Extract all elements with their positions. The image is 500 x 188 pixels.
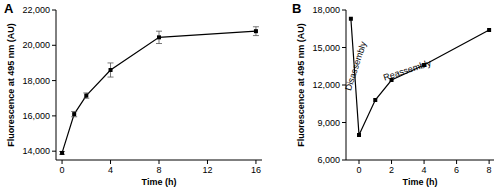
y-tick [52,115,56,116]
data-point [357,133,361,137]
x-tick-label: 16 [251,165,261,175]
data-point [157,35,161,39]
y-tick-label: 18,000 [312,5,340,15]
x-tick-label: 2 [389,165,394,175]
figure: A 14,000 16,000 18,000 20,000 22,000 0 4 8 12 16 Ti… [0,0,500,188]
x-axis-line [346,160,494,161]
x-axis-title: Time (h) [403,177,438,187]
x-tick [110,160,111,164]
y-tick-label: 18,000 [22,76,50,86]
x-tick [62,160,63,164]
marks [59,27,259,155]
x-axis-title: Time (h) [142,177,177,187]
error-bar [83,93,89,98]
x-tick [456,160,457,164]
data-point [72,112,76,116]
data-point [254,29,258,33]
y-tick-label: 22,000 [22,5,50,15]
marks [349,17,491,137]
data-line [351,19,489,135]
y-tick [52,151,56,152]
error-bar [108,63,114,77]
x-tick-label: 8 [487,165,492,175]
data-point [84,94,88,98]
panel: A 14,000 16,000 18,000 20,000 22,000 0 4 8 12 16 Ti… [4,1,262,187]
y-tick-label: 9,000 [317,118,340,128]
y-axis-title: Fluorescence at 495 nm (AU) [6,23,16,147]
x-tick-label: 0 [60,165,65,175]
error-bar [71,111,77,116]
y-tick [52,10,56,11]
y-tick [342,47,346,48]
error-bar [59,152,65,155]
data-point [60,151,64,155]
y-tick [342,160,346,161]
annotation: Reassembly [382,58,433,83]
panel-label: B [292,1,301,16]
y-tick-label: 14,000 [22,146,50,156]
y-tick-label: 6,000 [317,155,340,165]
x-tick [489,160,490,164]
y-tick [342,10,346,11]
x-tick-label: 12 [202,165,212,175]
annotation: Disassembly [343,40,368,92]
panel: B 6,000 9,000 12,000 15,000 18,000 0 2 4 6 8 Time (… [292,1,494,187]
x-tick-label: 4 [108,165,113,175]
y-tick [342,122,346,123]
x-tick-label: 6 [454,165,459,175]
data-point [109,68,113,72]
panel-label: A [4,1,14,16]
y-tick-label: 20,000 [22,40,50,50]
x-tick [391,160,392,164]
x-tick [255,160,256,164]
x-tick [159,160,160,164]
data-point [487,28,491,32]
x-tick-label: 0 [357,165,362,175]
data-point [349,17,353,21]
y-tick-label: 16,000 [22,111,50,121]
x-tick-label: 8 [156,165,161,175]
y-tick [52,45,56,46]
error-bar [156,31,162,43]
error-bar [253,27,259,36]
x-tick [359,160,360,164]
y-tick [52,80,56,81]
y-axis-line [56,10,57,160]
data-point [373,98,377,102]
x-tick-label: 4 [422,165,427,175]
x-tick [424,160,425,164]
data-line [62,31,256,153]
y-axis-title: Fluorescence at 495 nm (AU) [296,23,306,147]
y-tick-label: 15,000 [312,43,340,53]
x-tick [207,160,208,164]
y-tick-label: 12,000 [312,80,340,90]
